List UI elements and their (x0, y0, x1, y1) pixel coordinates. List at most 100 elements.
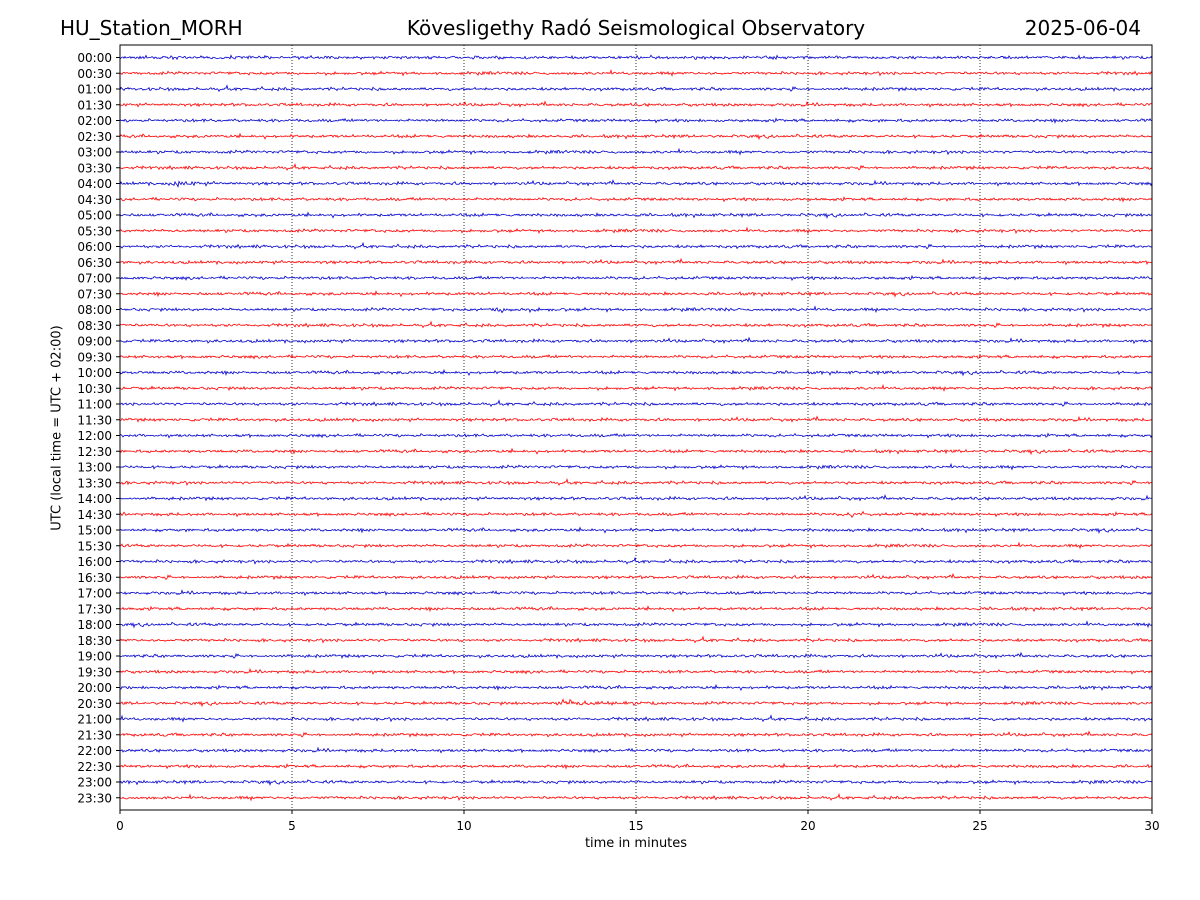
x-tick-label: 20 (800, 819, 815, 833)
trace-0400 (119, 179, 1153, 188)
trace-1700 (119, 589, 1153, 597)
y-tick-label: 02:00 (77, 114, 112, 128)
y-tick-label: 08:30 (77, 319, 112, 333)
y-tick-label: 02:30 (77, 130, 112, 144)
trace-1230 (119, 447, 1153, 456)
x-tick-label: 0 (116, 819, 124, 833)
x-axis-ticks: 0 5 10 15 20 25 30 (116, 810, 1160, 833)
y-tick-label: 18:00 (77, 618, 112, 632)
chart-date: 2025-06-04 (1024, 16, 1141, 40)
trace-1630 (119, 572, 1153, 581)
trace-0900 (119, 336, 1153, 345)
trace-0000 (119, 54, 1153, 61)
y-tick-label: 15:30 (77, 539, 112, 553)
trace-1100 (119, 399, 1153, 408)
x-tick-label: 30 (1144, 819, 1159, 833)
trace-1600 (119, 556, 1153, 565)
trace-0630 (119, 257, 1153, 266)
trace-0200 (119, 117, 1153, 125)
y-tick-label: 22:00 (77, 744, 112, 758)
y-tick-label: 14:00 (77, 492, 112, 506)
y-tick-label: 13:30 (77, 476, 112, 490)
y-tick-label: 23:00 (77, 776, 112, 790)
y-tick-label: 19:30 (77, 665, 112, 679)
trace-2030 (119, 698, 1153, 708)
trace-0530 (119, 226, 1153, 235)
trace-1330 (119, 478, 1153, 487)
y-tick-label: 01:30 (77, 98, 112, 112)
x-tick-label: 25 (972, 819, 987, 833)
y-tick-label: 14:30 (77, 508, 112, 522)
trace-0130 (119, 100, 1153, 108)
y-tick-label: 05:30 (77, 224, 112, 238)
trace-1400 (119, 494, 1153, 502)
y-tick-label: 09:30 (77, 350, 112, 364)
y-tick-label: 08:00 (77, 303, 112, 317)
y-tick-label: 17:30 (77, 602, 112, 616)
x-tick-label: 10 (456, 819, 471, 833)
y-tick-label: 16:30 (77, 571, 112, 585)
y-tick-label: 00:30 (77, 67, 112, 81)
trace-0330 (119, 163, 1153, 171)
y-tick-label: 06:00 (77, 240, 112, 254)
y-tick-label: 03:30 (77, 161, 112, 175)
trace-2230 (119, 762, 1153, 770)
gridlines (291, 45, 981, 810)
trace-1130 (119, 415, 1153, 423)
y-tick-label: 18:30 (77, 634, 112, 648)
trace-0800 (119, 305, 1153, 314)
trace-2100 (119, 714, 1153, 723)
trace-0430 (119, 196, 1153, 203)
y-tick-label: 03:00 (77, 146, 112, 160)
y-tick-label: 04:30 (77, 193, 112, 207)
chart-title: Kövesligethy Radó Seismological Observat… (406, 16, 866, 40)
trace-0700 (119, 274, 1153, 281)
x-axis-label: time in minutes (584, 836, 688, 851)
trace-0600 (119, 241, 1153, 250)
y-tick-label: 22:30 (77, 760, 112, 774)
x-tick-label: 15 (628, 819, 643, 833)
trace-1800 (119, 620, 1153, 629)
y-tick-label: 20:00 (77, 681, 112, 695)
trace-0230 (119, 132, 1153, 141)
station-name: HU_Station_MORH (60, 16, 243, 40)
trace-1500 (119, 526, 1153, 535)
y-tick-label: 23:30 (77, 791, 112, 805)
y-tick-label: 10:30 (77, 382, 112, 396)
trace-2330 (119, 793, 1153, 802)
trace-0930 (119, 353, 1153, 360)
trace-1000 (119, 368, 1153, 377)
trace-2300 (119, 778, 1153, 787)
y-tick-label: 06:30 (77, 256, 112, 270)
plot-frame (119, 44, 1153, 811)
trace-1530 (119, 541, 1153, 550)
y-tick-label: 12:00 (77, 429, 112, 443)
trace-1930 (119, 667, 1153, 675)
trace-1730 (119, 605, 1153, 613)
trace-2000 (119, 683, 1153, 692)
y-tick-label: 11:00 (77, 398, 112, 412)
y-tick-label: 00:00 (77, 51, 112, 65)
trace-1300 (119, 462, 1153, 471)
y-tick-label: 04:00 (77, 177, 112, 191)
y-tick-label: 21:00 (77, 713, 112, 727)
trace-0030 (119, 69, 1153, 77)
trace-1900 (119, 651, 1153, 660)
y-tick-label: 07:30 (77, 287, 112, 301)
y-tick-label: 11:30 (77, 413, 112, 427)
trace-0500 (119, 211, 1153, 220)
trace-0300 (119, 147, 1153, 156)
trace-2130 (119, 730, 1153, 738)
trace-1200 (119, 432, 1153, 439)
y-tick-label: 19:00 (77, 650, 112, 664)
y-tick-label: 01:00 (77, 83, 112, 97)
trace-1430 (119, 510, 1153, 518)
y-tick-label: 09:00 (77, 335, 112, 349)
y-tick-label: 10:00 (77, 366, 112, 380)
y-tick-label: 05:00 (77, 209, 112, 223)
y-tick-label: 12:30 (77, 445, 112, 459)
seismic-traces (119, 54, 1153, 802)
trace-2200 (119, 746, 1153, 754)
